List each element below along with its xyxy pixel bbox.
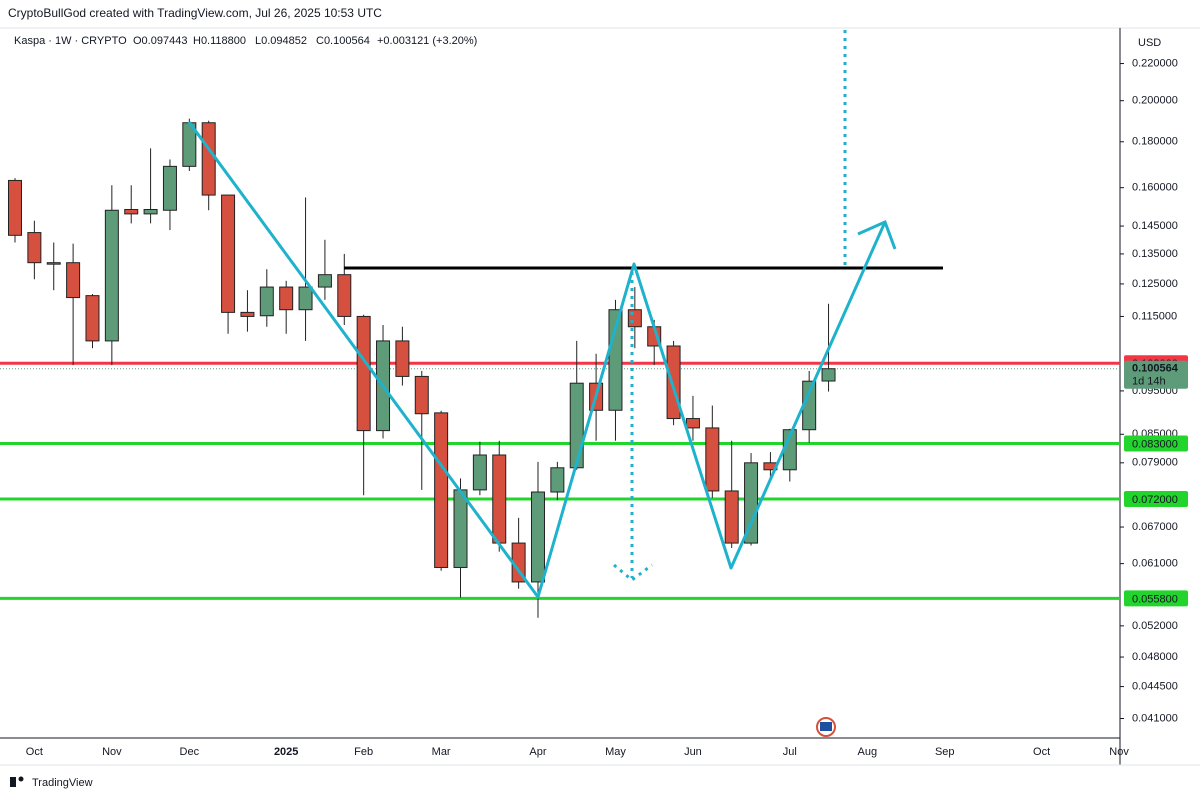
last-price-label: 0.100564 [1132,363,1179,375]
candle-body [821,368,836,382]
legend-symbol: Kaspa · 1W · CRYPTO [14,35,127,47]
candle-body [705,427,720,492]
price-axis: 0.220000 0.200000 0.180000 0.160000 0.145000… [1120,57,1188,724]
candle-body [414,375,429,415]
legend-high: H0.118800 [193,35,246,47]
pattern-line [187,121,887,599]
candle-body [434,412,449,568]
logo-mark [10,777,16,787]
currency: USD [1138,37,1161,49]
footer: TradingView [10,776,93,789]
x-tick-label: Nov [1109,746,1129,758]
candle-body [259,286,274,317]
legend-low: L0.094852 [255,35,307,47]
last-price-box [1124,360,1188,389]
time-axis: Oct Nov Dec 2025 Feb Mar Apr May Jun Jul Aug Sep Oct… [26,746,1130,758]
level-label: 0.055800 [1132,593,1178,605]
candle-body [124,208,139,215]
candle-body [530,491,545,583]
y-tick-label: 0.160000 [1132,182,1178,194]
y-tick-label: 0.115000 [1132,310,1177,322]
x-tick-label: Jun [684,746,702,758]
x-tick-label: Feb [354,746,373,758]
y-tick-label: 0.135000 [1132,248,1178,260]
candle-body [356,315,371,432]
target-down-arrow [613,563,653,582]
x-tick-label: Aug [857,746,877,758]
candle-body [240,311,255,317]
y-tick-label: 0.052000 [1132,620,1178,632]
candle-body [66,262,81,299]
x-tick-label: Mar [432,746,451,758]
y-tick-label: 0.180000 [1132,136,1178,148]
level-label: 0.072000 [1132,494,1178,506]
legend-close: C0.100564 [316,35,370,47]
y-tick-label: 0.220000 [1132,57,1178,69]
y-tick-label: 0.079000 [1132,457,1178,469]
candle-body [550,467,565,493]
y-tick-label: 0.044500 [1132,680,1178,692]
x-tick-label: May [605,746,626,758]
logo-dot [18,776,24,782]
countdown: 1d 14h [1132,376,1166,388]
candle-body [104,209,119,342]
candle-body [162,165,177,211]
x-tick-label: Oct [1033,746,1050,758]
pattern-arrowhead [857,219,897,250]
x-tick-label: Jul [783,746,797,758]
levels [0,361,1120,600]
candle-body [8,179,22,236]
candle-body [627,309,642,328]
candle-body [221,194,236,313]
candle-body [298,286,313,311]
candle-body [279,286,294,311]
level-label: 0.083000 [1132,438,1178,450]
drawings [187,30,943,737]
level-label-box [1124,490,1188,507]
x-tick-label: Dec [180,746,200,758]
y-tick-label: 0.145000 [1132,220,1178,232]
y-tick-label: 0.061000 [1132,558,1178,570]
candle-body [46,262,61,265]
header: CryptoBullGod created with TradingView.c… [8,6,382,20]
x-tick-label: 2025 [274,746,298,758]
level-label-box [1124,435,1188,452]
y-tick-label: 0.041000 [1132,712,1178,724]
candle-body [744,462,759,544]
y-tick-label: 0.048000 [1132,651,1178,663]
legend-open: O0.097443 [133,35,187,47]
candle-body [27,232,42,264]
y-tick-label: 0.200000 [1132,95,1178,107]
y-tick-label: 0.067000 [1132,521,1178,533]
candle-body [453,489,468,568]
candle-body [317,274,332,288]
x-tick-label: Nov [102,746,122,758]
footer-brand: TradingView [32,777,93,789]
level-label-box [1124,590,1188,607]
x-tick-label: Oct [26,746,43,758]
x-tick-label: Apr [529,746,546,758]
legend: Kaspa · 1W · CRYPTO O0.097443 H0.118800 … [14,35,477,47]
candle-body [666,345,681,420]
x-tick-label: Sep [935,746,955,758]
candle-body [724,490,739,544]
legend-change: +0.003121 (+3.20%) [377,35,477,47]
y-tick-label: 0.125000 [1132,278,1178,290]
candle-body [143,208,158,215]
candle-body [569,382,584,469]
candle-body [685,418,700,429]
candle-body [201,122,216,196]
candle-body [395,340,410,377]
event-flag-icon [820,722,832,731]
candle-body [472,454,487,491]
candle-body [492,454,507,544]
candle-body [337,274,352,317]
candle-body [85,295,100,342]
